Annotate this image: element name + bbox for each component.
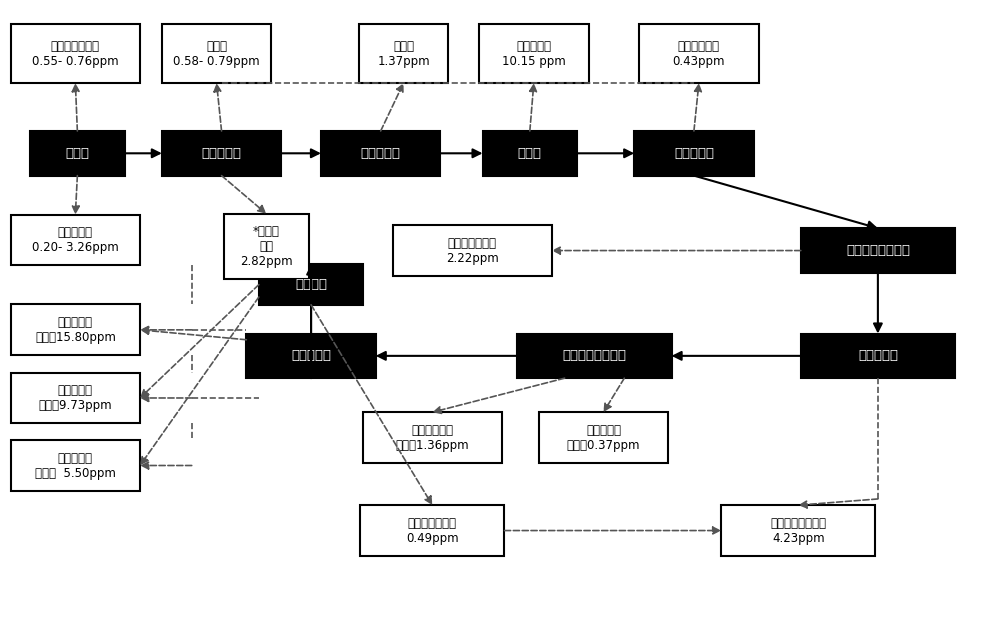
Bar [359, 24, 448, 83]
Text: 醇沉罐: 醇沉罐 [518, 147, 542, 160]
Bar [11, 440, 140, 491]
Text: 下端进液口
前清：9.73ppm: 下端进液口 前清：9.73ppm [39, 384, 112, 412]
Text: 组合浓缩器（大）: 组合浓缩器（大） [562, 349, 626, 362]
Text: 取样量筒表面
0.43ppm: 取样量筒表面 0.43ppm [673, 39, 725, 68]
Bar [634, 131, 754, 176]
Bar [363, 412, 502, 463]
Bar [639, 24, 759, 83]
Bar [801, 334, 955, 378]
Bar [162, 131, 281, 176]
Bar [246, 334, 376, 378]
Bar [11, 24, 140, 83]
Bar [393, 225, 552, 276]
Bar [721, 505, 875, 556]
Text: *底盖表
面网
2.82ppm: *底盖表 面网 2.82ppm [240, 225, 293, 268]
Text: 内表面
1.37ppm: 内表面 1.37ppm [377, 39, 430, 68]
Bar [479, 24, 589, 83]
Bar [801, 228, 955, 273]
Bar [224, 214, 309, 279]
Text: 浸膏混合罐: 浸膏混合罐 [291, 349, 331, 362]
Text: 三效浓缩器: 三效浓缩器 [361, 147, 401, 160]
Bar [11, 304, 140, 355]
Text: 不锈钢桶内表面
0.49ppm: 不锈钢桶内表面 0.49ppm [406, 516, 459, 544]
Text: 稀浸膏储罐出液口
4.23ppm: 稀浸膏储罐出液口 4.23ppm [770, 516, 826, 544]
Text: 组合浓缩器（小）: 组合浓缩器（小） [846, 244, 910, 257]
Text: 提取液储罐: 提取液储罐 [202, 147, 242, 160]
Bar [360, 505, 504, 556]
Text: 底盖加热包表面
0.55- 0.76ppm: 底盖加热包表面 0.55- 0.76ppm [32, 39, 119, 68]
Text: 不锈钢桶: 不锈钢桶 [295, 278, 327, 291]
Text: 底盖内表面
0.20- 3.26ppm: 底盖内表面 0.20- 3.26ppm [32, 226, 119, 254]
Text: 上清液储罐: 上清液储罐 [674, 147, 714, 160]
Bar [321, 131, 440, 176]
Bar [162, 24, 271, 83]
Bar [11, 214, 140, 266]
Text: 罐体内表面
前清：  5.50ppm: 罐体内表面 前清： 5.50ppm [35, 451, 116, 479]
Text: 过滤器
0.58- 0.79ppm: 过滤器 0.58- 0.79ppm [173, 39, 260, 68]
Bar [11, 372, 140, 423]
Text: 下端出液口
前清：15.80ppm: 下端出液口 前清：15.80ppm [35, 316, 116, 344]
Text: 罐底排放口
10.15 ppm: 罐底排放口 10.15 ppm [502, 39, 566, 68]
Bar [517, 334, 672, 378]
Text: 手孔内表面
前清：0.37ppm: 手孔内表面 前清：0.37ppm [567, 424, 640, 452]
Bar [30, 131, 125, 176]
Bar [483, 131, 577, 176]
Text: 提取罐: 提取罐 [65, 147, 89, 160]
Bar [259, 264, 363, 305]
Text: 蒸发器内表面
前清：1.36ppm: 蒸发器内表面 前清：1.36ppm [396, 424, 469, 452]
Text: 加热器手孔内壁
2.22ppm: 加热器手孔内壁 2.22ppm [446, 236, 499, 264]
Bar [539, 412, 668, 463]
Text: 稀浸膏储罐: 稀浸膏储罐 [858, 349, 898, 362]
